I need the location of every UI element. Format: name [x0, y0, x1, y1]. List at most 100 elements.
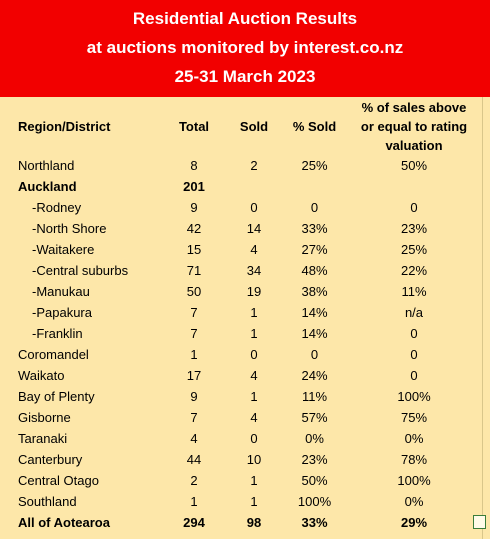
pct-sold-cell: 57%	[301, 410, 328, 425]
title-banner: Residential Auction Results at auctions …	[0, 0, 490, 97]
sold-cell: 14	[246, 221, 262, 236]
sold-cell: 1	[250, 305, 258, 320]
sold-cell: 98	[246, 515, 262, 530]
table-row: -Waitakere 15 4 27% 25%	[0, 239, 482, 260]
total-cell: 42	[186, 221, 202, 236]
total-cell: 8	[190, 158, 198, 173]
region-cell: -Waitakere	[32, 242, 95, 257]
sold-cell: 0	[250, 431, 258, 446]
total-cell: 50	[186, 284, 202, 299]
sold-cell: 4	[250, 368, 258, 383]
pct-above-valuation-cell: 75%	[400, 410, 428, 425]
title-line-1: Residential Auction Results	[132, 9, 358, 28]
region-cell: Bay of Plenty	[18, 389, 95, 404]
sold-cell: 10	[246, 452, 262, 467]
pct-above-valuation-cell: 11%	[401, 284, 427, 299]
pct-above-valuation-cell: 0	[410, 368, 418, 383]
pct-above-valuation-cell: 100%	[397, 473, 431, 488]
region-cell: All of Aotearoa	[18, 515, 110, 530]
table-row: -Papakura 7 1 14% n/a	[0, 302, 482, 323]
table-row: Waikato 17 4 24% 0	[0, 365, 482, 386]
pct-above-valuation-cell	[346, 176, 482, 197]
table-row: -Central suburbs 71 34 48% 22%	[0, 260, 482, 281]
pct-sold-cell: 33%	[301, 221, 328, 236]
title-date: 25-31 March 2023	[174, 67, 316, 86]
pct-above-valuation-cell: 0%	[404, 494, 424, 509]
header-row: Region/District Total Sold % Sold % of s…	[0, 97, 482, 155]
pct-sold-cell	[283, 176, 346, 197]
table-row: Bay of Plenty 9 1 11% 100%	[0, 386, 482, 407]
table-row: -North Shore 42 14 33% 23%	[0, 218, 482, 239]
pct-sold-cell: 0%	[305, 431, 324, 446]
sold-cell: 0	[250, 347, 258, 362]
region-cell: Auckland	[18, 179, 77, 194]
total-cell: 4	[190, 431, 198, 446]
table-body: Northland 8 2 25% 50% Auckland 201 -Rodney 9 0 0 0 -…	[0, 155, 482, 533]
header-total: Total	[178, 118, 210, 134]
pct-sold-cell: 27%	[301, 242, 328, 257]
pct-sold-cell: 24%	[301, 368, 328, 383]
header-pct-above-line-3: valuation	[385, 137, 443, 153]
region-cell: Northland	[18, 158, 75, 173]
region-cell: -Rodney	[32, 200, 82, 215]
sold-cell: 0	[250, 200, 258, 215]
region-cell: -Central suburbs	[32, 263, 129, 278]
total-cell: 7	[190, 410, 198, 425]
total-cell: 1	[190, 494, 198, 509]
pct-sold-cell: 48%	[301, 263, 328, 278]
pct-sold-cell: 25%	[301, 158, 328, 173]
total-cell: 15	[186, 242, 202, 257]
pct-above-valuation-cell: 0	[410, 326, 418, 341]
total-cell: 201	[183, 179, 205, 194]
header-pct-above-valuation: % of sales above or equal to rating valu…	[346, 97, 482, 155]
total-cell: 9	[190, 200, 198, 215]
sold-cell: 1	[250, 326, 258, 341]
sold-cell: 4	[250, 410, 258, 425]
total-cell: 9	[190, 389, 198, 404]
table-row: Gisborne 7 4 57% 75%	[0, 407, 482, 428]
total-cell: 2	[190, 473, 198, 488]
total-cell: 294	[183, 515, 205, 530]
region-cell: Waikato	[18, 368, 65, 383]
pct-sold-cell: 50%	[301, 473, 328, 488]
region-cell: Central Otago	[18, 473, 99, 488]
region-cell: -Papakura	[32, 305, 92, 320]
pct-above-valuation-cell: 0	[410, 347, 418, 362]
total-cell: 7	[190, 326, 198, 341]
total-cell: 7	[190, 305, 198, 320]
pct-sold-cell: 14%	[301, 326, 328, 341]
table-row: -Rodney 9 0 0 0	[0, 197, 482, 218]
pct-sold-cell: 38%	[301, 284, 328, 299]
sold-cell: 4	[250, 242, 258, 257]
column-border	[482, 97, 483, 539]
pct-sold-cell: 33%	[301, 515, 328, 530]
cell-selection-indicator[interactable]	[473, 515, 486, 529]
region-cell: Taranaki	[18, 431, 68, 446]
table-row: Taranaki 4 0 0% 0%	[0, 428, 482, 449]
sold-cell: 34	[246, 263, 262, 278]
pct-above-valuation-cell: 78%	[400, 452, 428, 467]
total-cell: 71	[186, 263, 202, 278]
region-cell: -Manukau	[32, 284, 90, 299]
sold-cell: 19	[246, 284, 262, 299]
pct-above-valuation-cell: 22%	[400, 263, 428, 278]
region-cell: Coromandel	[18, 347, 89, 362]
pct-above-valuation-cell: 25%	[400, 242, 428, 257]
table-row: All of Aotearoa 294 98 33% 29%	[0, 512, 482, 533]
region-cell: Southland	[18, 494, 77, 509]
pct-above-valuation-cell: 23%	[400, 221, 428, 236]
pct-sold-cell: 100%	[297, 494, 332, 509]
region-cell: Gisborne	[18, 410, 71, 425]
header-pct-above-line-1: % of sales above	[361, 99, 467, 115]
pct-above-valuation-cell: 50%	[400, 158, 428, 173]
pct-above-valuation-cell: 29%	[400, 515, 428, 530]
title-line-2: at auctions monitored by interest.co.nz	[86, 38, 404, 57]
region-cell: -Franklin	[32, 326, 83, 341]
sold-cell: 1	[250, 494, 258, 509]
table-row: Northland 8 2 25% 50%	[0, 155, 482, 176]
header-pct-above-line-2: or equal to rating	[360, 118, 468, 134]
total-cell: 17	[186, 368, 202, 383]
pct-sold-cell: 14%	[301, 305, 328, 320]
sold-cell: 1	[250, 473, 258, 488]
